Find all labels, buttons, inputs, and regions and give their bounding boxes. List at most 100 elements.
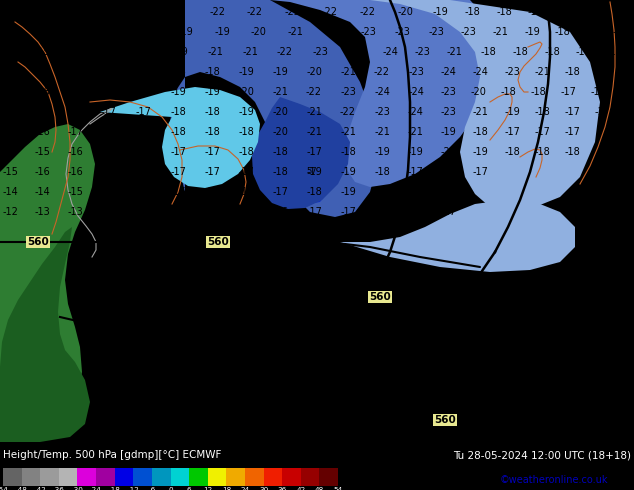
Text: -18: -18 xyxy=(170,67,186,77)
Text: -21: -21 xyxy=(446,47,462,57)
Text: -17: -17 xyxy=(440,167,456,177)
Text: -21: -21 xyxy=(407,127,423,137)
Text: -30: -30 xyxy=(72,487,84,490)
Text: -17: -17 xyxy=(558,7,574,17)
Text: -24: -24 xyxy=(90,487,102,490)
Text: -16: -16 xyxy=(67,167,83,177)
Text: -22: -22 xyxy=(360,7,376,17)
Text: -22: -22 xyxy=(277,47,293,57)
Text: -17: -17 xyxy=(407,207,423,217)
Text: -17: -17 xyxy=(100,167,116,177)
Text: -20: -20 xyxy=(470,87,486,97)
Text: 36: 36 xyxy=(278,487,287,490)
Text: -19: -19 xyxy=(504,107,520,117)
Text: -22: -22 xyxy=(340,107,356,117)
Text: -36: -36 xyxy=(53,487,65,490)
Text: -16: -16 xyxy=(272,207,288,217)
Text: -18: -18 xyxy=(534,107,550,117)
Text: -20: -20 xyxy=(272,127,288,137)
Text: 54: 54 xyxy=(333,487,342,490)
Text: 24: 24 xyxy=(240,487,250,490)
Polygon shape xyxy=(340,200,575,272)
Text: -24: -24 xyxy=(408,87,424,97)
Text: -24: -24 xyxy=(407,107,423,117)
Text: -19: -19 xyxy=(100,27,116,37)
Polygon shape xyxy=(270,0,495,187)
Text: -17: -17 xyxy=(407,187,423,197)
Text: -18: -18 xyxy=(620,67,634,77)
Text: Tu 28-05-2024 12:00 UTC (18+18): Tu 28-05-2024 12:00 UTC (18+18) xyxy=(453,450,631,460)
Text: -21: -21 xyxy=(122,7,138,17)
Text: -15: -15 xyxy=(2,147,18,157)
Bar xyxy=(189,468,208,486)
Text: -17: -17 xyxy=(135,147,151,157)
Text: -15: -15 xyxy=(2,167,18,177)
Text: -18: -18 xyxy=(340,147,356,157)
Bar xyxy=(171,468,189,486)
Text: 12: 12 xyxy=(203,487,212,490)
Text: -21: -21 xyxy=(242,47,258,57)
Text: -17: -17 xyxy=(170,147,186,157)
Text: -19: -19 xyxy=(214,27,230,37)
Text: -17: -17 xyxy=(306,207,322,217)
Text: -20: -20 xyxy=(238,87,254,97)
Text: -19: -19 xyxy=(34,47,50,57)
Text: -12: -12 xyxy=(2,207,18,217)
Text: -16: -16 xyxy=(34,167,50,177)
Text: -22: -22 xyxy=(306,87,322,97)
Bar xyxy=(40,468,59,486)
Text: -24: -24 xyxy=(472,67,488,77)
Bar xyxy=(59,468,77,486)
Text: -16: -16 xyxy=(238,207,254,217)
Text: -16: -16 xyxy=(67,147,83,157)
Text: -18: -18 xyxy=(135,127,151,137)
Text: -17: -17 xyxy=(238,167,254,177)
Polygon shape xyxy=(272,114,330,204)
Text: -18: -18 xyxy=(534,147,550,157)
Text: -19: -19 xyxy=(67,27,83,37)
Text: -19: -19 xyxy=(432,7,448,17)
Text: -17: -17 xyxy=(527,7,543,17)
Polygon shape xyxy=(340,0,600,212)
Text: -19: -19 xyxy=(2,47,18,57)
Text: -17: -17 xyxy=(374,187,390,197)
Text: -17: -17 xyxy=(340,207,356,217)
Text: -19: -19 xyxy=(67,47,83,57)
Bar xyxy=(152,468,171,486)
Text: -18: -18 xyxy=(108,487,120,490)
Text: -18: -18 xyxy=(464,7,480,17)
Text: 48: 48 xyxy=(314,487,324,490)
Text: -17: -17 xyxy=(407,167,423,177)
Text: -18: -18 xyxy=(204,107,220,117)
Text: -17: -17 xyxy=(626,27,634,37)
Text: -17: -17 xyxy=(272,187,288,197)
Text: 57: 57 xyxy=(307,168,317,176)
Text: -19: -19 xyxy=(340,167,356,177)
Text: -23: -23 xyxy=(340,87,356,97)
Text: -18: -18 xyxy=(564,67,580,77)
Text: -17: -17 xyxy=(135,107,151,117)
Text: -18: -18 xyxy=(512,47,528,57)
Text: -18: -18 xyxy=(67,87,83,97)
Text: -18: -18 xyxy=(135,87,151,97)
Text: -17: -17 xyxy=(204,147,220,157)
Text: -21: -21 xyxy=(207,47,223,57)
Text: -18: -18 xyxy=(504,147,520,157)
Text: -18: -18 xyxy=(530,87,546,97)
Text: -15: -15 xyxy=(100,187,116,197)
Text: -19: -19 xyxy=(440,127,456,137)
Polygon shape xyxy=(170,0,378,217)
Text: -19: -19 xyxy=(238,107,254,117)
Text: 18: 18 xyxy=(222,487,231,490)
Text: -24: -24 xyxy=(374,87,390,97)
Text: 30: 30 xyxy=(259,487,268,490)
Text: -20: -20 xyxy=(440,147,456,157)
Text: -17: -17 xyxy=(472,167,488,177)
Text: -18: -18 xyxy=(238,127,254,137)
Text: -19: -19 xyxy=(272,67,288,77)
Text: -21: -21 xyxy=(534,67,550,77)
Text: -20: -20 xyxy=(272,107,288,117)
Text: -19: -19 xyxy=(172,47,188,57)
Text: -23: -23 xyxy=(414,47,430,57)
Text: -18: -18 xyxy=(374,167,390,177)
